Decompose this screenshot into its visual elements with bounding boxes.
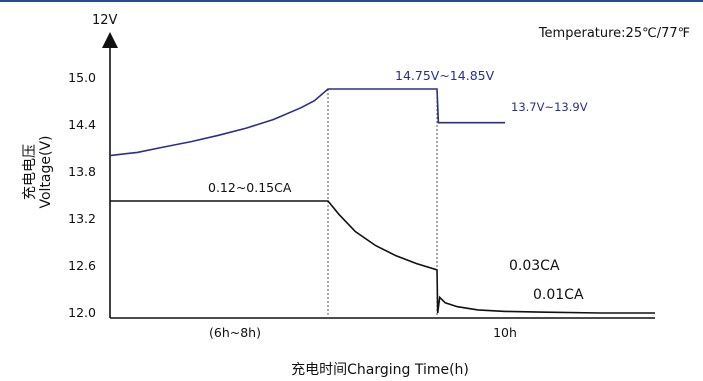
y-tick-label: 13.8 (68, 164, 96, 179)
voltage-series-line (109, 88, 506, 157)
current-stage-label-3: 0.01CA (533, 287, 584, 303)
stage-guides (327, 88, 438, 318)
current-series-line (110, 200, 655, 314)
y-tick-label: 13.2 (68, 211, 96, 226)
y-tick-label: 12.6 (68, 258, 96, 273)
y-axis-title-en: Voltage(V) (38, 135, 54, 208)
y-axis-top-label: 12V (92, 13, 118, 28)
y-tick-labels: 12.0 12.6 13.2 13.8 14.4 15.0 (68, 70, 96, 320)
y-tick-label: 12.0 (68, 305, 96, 320)
voltage-stage-label-1: 14.75V~14.85V (395, 68, 495, 83)
current-stage-label-1: 0.12~0.15CA (208, 180, 292, 195)
y-axis-title: 充电电压 Voltage(V) (22, 135, 54, 208)
x-axis-title: 充电时间Charging Time(h) (291, 362, 469, 378)
top-rule (0, 0, 703, 2)
y-tick-label: 14.4 (68, 117, 96, 132)
y-tick-label: 15.0 (68, 70, 96, 85)
y-axis-title-zh: 充电电压 (22, 144, 38, 200)
x-tick-label-10h: 10h (493, 325, 517, 340)
temperature-note: Temperature:25℃/77℉ (538, 26, 690, 41)
current-stage-label-2: 0.03CA (509, 258, 560, 274)
x-tick-label-stage1: (6h~8h) (209, 325, 261, 340)
voltage-stage-label-2: 13.7V~13.9V (511, 100, 588, 114)
